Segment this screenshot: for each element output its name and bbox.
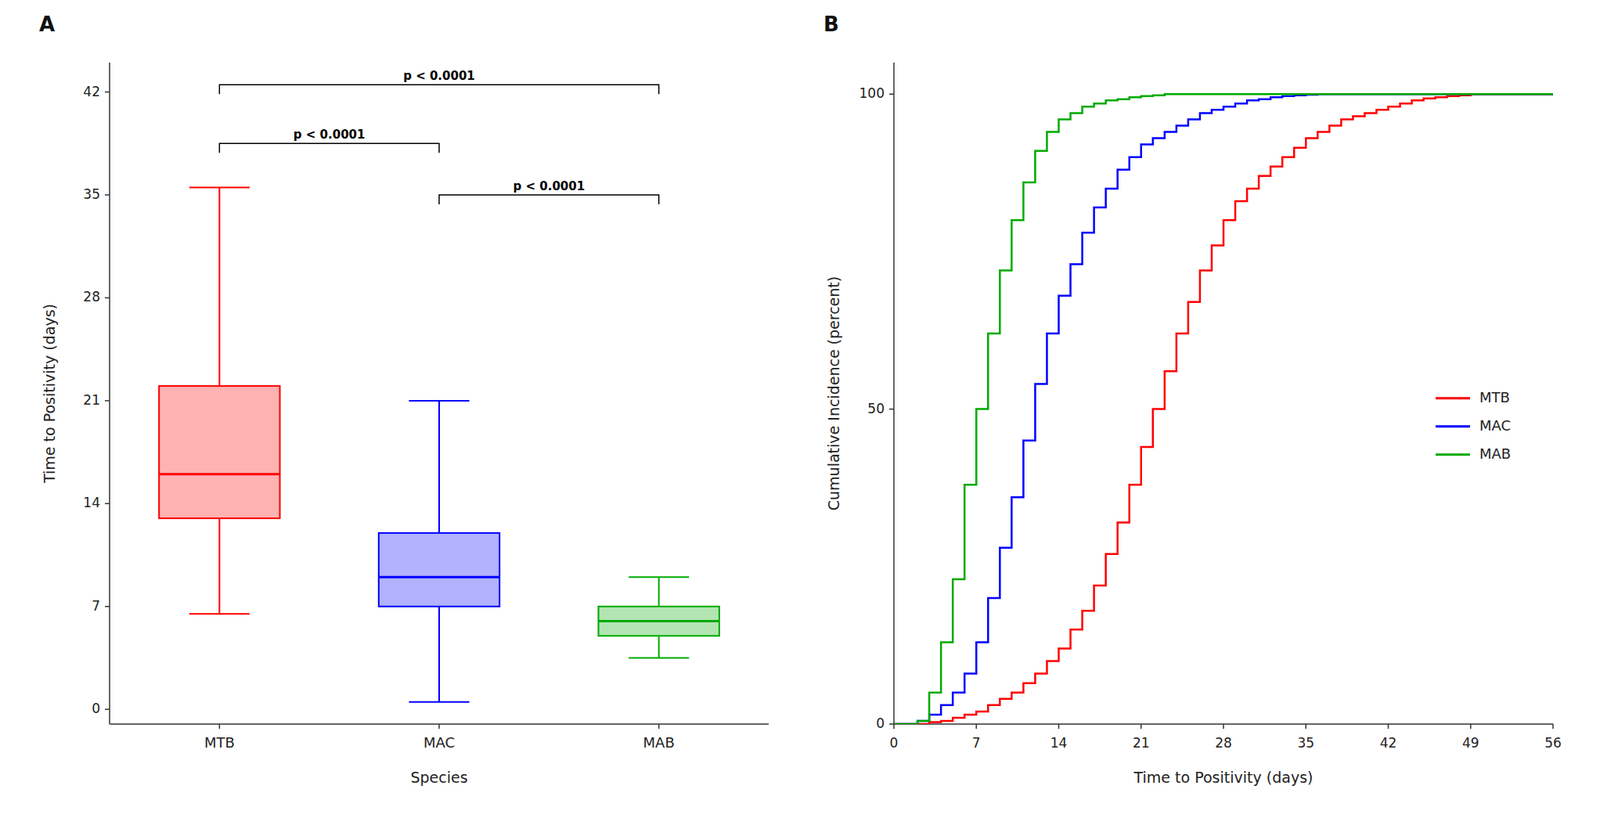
- x-tick: [658, 724, 660, 729]
- x-tick-label: MAB: [643, 734, 675, 751]
- significance-label: p < 0.0001: [403, 68, 476, 83]
- step-line: [893, 93, 1554, 725]
- x-tick: [1140, 724, 1143, 729]
- significance-bracket: [219, 84, 659, 94]
- y-tick: [104, 91, 110, 94]
- box: [378, 533, 500, 607]
- x-tick: [893, 724, 895, 729]
- box: [158, 385, 280, 519]
- x-axis-label: Time to Positivity (days): [1133, 768, 1314, 786]
- y-axis-label: Time to Positivity (days): [40, 303, 58, 484]
- x-tick: [1305, 724, 1308, 729]
- cap-low: [408, 701, 469, 703]
- legend-swatch: [1435, 425, 1471, 428]
- legend-swatch: [1435, 453, 1471, 456]
- whisker-low: [658, 635, 660, 658]
- cap-low: [189, 612, 250, 615]
- x-tick-label: MAC: [423, 734, 455, 751]
- cap-low: [628, 657, 689, 660]
- y-tick-label: 21: [82, 392, 101, 408]
- x-tick-label: 14: [1050, 735, 1068, 751]
- y-tick-label: 50: [867, 400, 885, 417]
- legend: MTB MAC MAB: [1435, 389, 1511, 462]
- median: [158, 472, 280, 476]
- y-tick-label: 35: [82, 186, 101, 202]
- plot-area: [158, 187, 720, 703]
- figure: 0 7 14 21 28 35 42 Time to Positivity (days) Spe…: [0, 0, 1600, 818]
- x-tick: [1552, 724, 1554, 729]
- box-group: [158, 187, 280, 615]
- plot-area: [893, 93, 1554, 725]
- x-tick-label: MTB: [204, 734, 235, 751]
- cap-high: [189, 187, 250, 189]
- significance-label: p < 0.0001: [293, 127, 366, 142]
- significance-bracket: [219, 143, 440, 153]
- legend-swatch: [1435, 396, 1471, 400]
- box-group: [598, 576, 719, 658]
- y-tick-label: 0: [875, 715, 885, 732]
- panel: 0 50 100 Cumulative Incidence (percent) Time…: [823, 12, 1562, 786]
- whisker-low: [218, 518, 220, 614]
- significance-label: p < 0.0001: [513, 179, 586, 194]
- x-tick-label: 28: [1214, 735, 1233, 751]
- legend-label: MAC: [1479, 417, 1511, 434]
- panel-label: B: [823, 12, 840, 37]
- box-group: [378, 400, 500, 703]
- y-axis: [108, 62, 111, 725]
- x-tick: [1058, 724, 1060, 729]
- y-tick-label: 100: [859, 85, 885, 101]
- median: [378, 576, 500, 579]
- panel-label: A: [39, 12, 55, 37]
- y-tick-label: 14: [82, 494, 101, 511]
- y-tick-label: 7: [91, 598, 101, 614]
- x-tick-label: 35: [1297, 735, 1315, 751]
- x-axis-label: Species: [410, 768, 468, 786]
- x-tick-label: 42: [1380, 735, 1398, 751]
- y-tick: [889, 723, 894, 725]
- step-line: [893, 93, 1554, 725]
- x-tick: [219, 724, 221, 729]
- significance-bracket: [439, 194, 660, 205]
- x-tick-label: 49: [1462, 735, 1480, 751]
- median: [598, 619, 719, 623]
- y-tick: [104, 400, 110, 402]
- y-tick: [104, 503, 110, 505]
- step-line: [893, 93, 1554, 725]
- y-axis-label: Cumulative Incidence (percent): [825, 276, 843, 511]
- y-tick: [104, 297, 110, 300]
- x-tick-label: 56: [1544, 735, 1562, 751]
- panel: 0 7 14 21 28 35 42 Time to Positivity (days) Spe…: [39, 12, 769, 786]
- x-tick-label: 0: [890, 735, 899, 751]
- y-axis: [893, 62, 895, 725]
- whisker-low: [438, 606, 440, 703]
- y-tick: [104, 708, 110, 710]
- box: [598, 606, 719, 637]
- y-tick: [889, 93, 894, 95]
- cap-high: [628, 576, 689, 578]
- y-tick-label: 0: [91, 700, 101, 717]
- cap-high: [408, 400, 469, 402]
- y-tick: [104, 605, 110, 608]
- x-tick: [1222, 724, 1225, 729]
- x-tick: [438, 724, 440, 729]
- y-tick: [889, 408, 894, 411]
- x-tick-label: 7: [972, 735, 981, 751]
- whisker-high: [438, 400, 440, 534]
- y-tick: [104, 194, 110, 196]
- whisker-high: [658, 576, 660, 607]
- x-tick: [1387, 724, 1390, 729]
- background: [0, 0, 1600, 818]
- y-tick-label: 28: [82, 288, 101, 305]
- legend-label: MAB: [1479, 445, 1511, 462]
- x-tick-label: 21: [1132, 735, 1150, 751]
- whisker-high: [218, 187, 220, 387]
- annotations: p < 0.0001 p < 0.0001 p < 0.0001: [219, 68, 659, 205]
- y-tick-label: 42: [82, 83, 101, 100]
- legend-label: MTB: [1479, 389, 1510, 406]
- x-tick: [1470, 724, 1472, 729]
- x-tick: [976, 724, 978, 729]
